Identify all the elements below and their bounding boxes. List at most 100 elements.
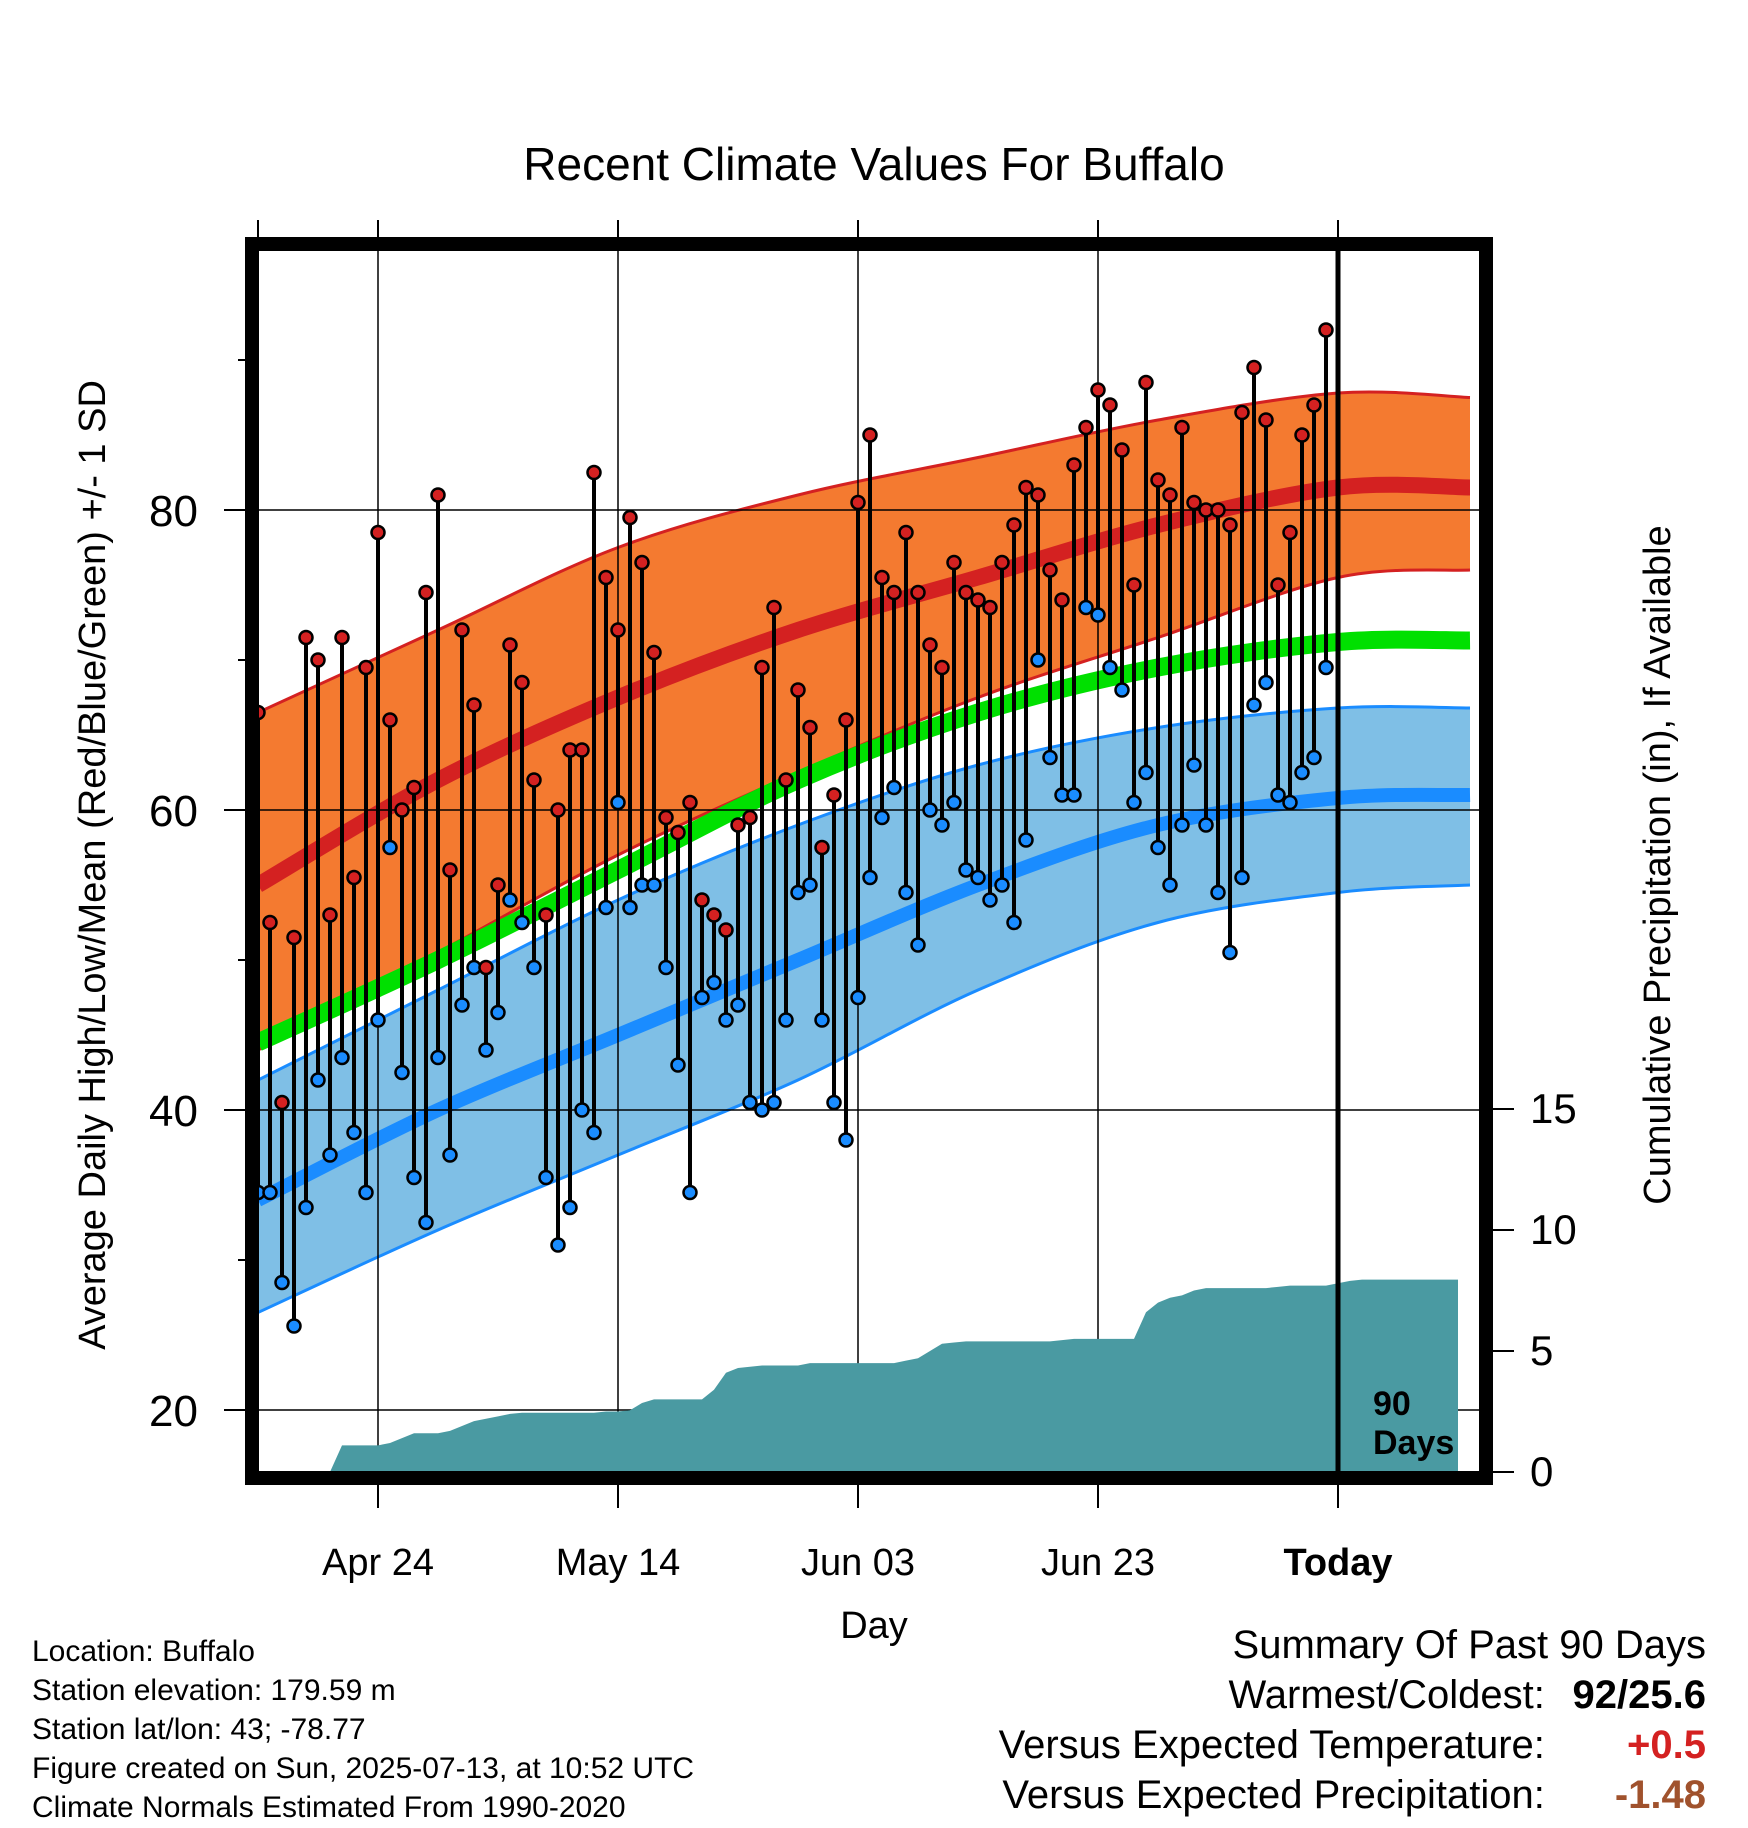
daily-high-point <box>994 554 1010 571</box>
low-sd-band <box>258 706 1470 1313</box>
daily-high-point <box>658 809 674 826</box>
daily-high-point <box>958 584 974 601</box>
daily-low-point <box>274 1274 290 1291</box>
y-tick-label: 60 <box>149 787 198 836</box>
daily-high-point <box>802 719 818 736</box>
daily-low-point <box>478 1042 494 1058</box>
daily-high-point <box>1150 472 1166 488</box>
daily-high-point <box>910 584 926 601</box>
info-location: Location: Buffalo <box>32 1635 255 1668</box>
daily-high-point <box>334 629 350 646</box>
daily-low-point <box>1258 674 1274 691</box>
daily-low-point <box>1018 832 1034 848</box>
daily-high-point <box>1138 374 1154 391</box>
daily-low-point <box>334 1049 350 1066</box>
daily-high-point <box>1090 382 1106 398</box>
daily-low-point <box>1174 817 1190 833</box>
daily-high-point <box>370 524 386 541</box>
daily-high-point <box>934 659 950 676</box>
daily-low-point <box>922 802 938 818</box>
chart-title: Recent Climate Values For Buffalo <box>523 138 1224 190</box>
daily-high-point <box>886 584 902 601</box>
daily-low-point <box>514 914 530 931</box>
daily-high-point <box>394 802 410 818</box>
daily-high-point <box>790 682 806 698</box>
high-sd-upper-line <box>258 390 1471 714</box>
daily-high-point <box>514 674 530 691</box>
daily-high-point <box>442 862 458 878</box>
daily-high-point <box>322 907 338 923</box>
daily-low-point <box>1282 794 1298 811</box>
daily-low-point <box>574 1102 590 1118</box>
daily-low-point <box>730 997 746 1013</box>
daily-low-point <box>1150 839 1166 856</box>
daily-high-point <box>478 959 494 976</box>
plot-content <box>258 250 1480 1472</box>
daily-low-point <box>778 1012 794 1028</box>
summary-title: Summary Of Past 90 Days <box>1232 1623 1706 1667</box>
daily-low-point <box>1066 787 1082 803</box>
daily-low-point <box>406 1169 422 1186</box>
daily-low-point <box>1042 749 1058 766</box>
daily-low-point <box>262 1184 278 1201</box>
daily-low-point <box>646 877 662 893</box>
plot-frame <box>245 237 1493 1485</box>
daily-high-point <box>778 772 794 788</box>
daily-low-point <box>526 959 542 976</box>
daily-high-point <box>1054 592 1070 608</box>
daily-high-point <box>1174 419 1190 436</box>
summary-panel: Summary Of Past 90 Days Warmest/Coldest:… <box>999 1620 1706 1820</box>
daily-low-point <box>706 974 722 991</box>
daily-high-point <box>598 569 614 586</box>
precip-label: Versus Expected Precipitation: <box>1002 1773 1545 1817</box>
station-info: Location: Buffalo Station elevation: 179… <box>32 1632 694 1827</box>
info-elevation: Station elevation: 179.59 m <box>32 1674 396 1707</box>
daily-low-point <box>742 1094 758 1111</box>
daily-high-point <box>670 824 686 841</box>
daily-low-point <box>370 1012 386 1028</box>
x-tick-label: Jun 23 <box>1041 1542 1155 1584</box>
daily-low-point <box>286 1318 302 1334</box>
daily-high-point <box>1294 427 1310 443</box>
daily-low-point <box>862 869 878 886</box>
daily-high-point <box>826 787 842 803</box>
daily-high-point <box>454 622 470 638</box>
daily-low-point <box>322 1147 338 1163</box>
daily-low-point <box>346 1124 362 1141</box>
info-created: Figure created on Sun, 2025-07-13, at 10… <box>32 1752 695 1785</box>
low-sd-lower-line <box>258 883 1471 1314</box>
daily-high-point <box>862 427 878 443</box>
daily-high-point <box>574 742 590 758</box>
precip-value: -1.48 <box>1614 1773 1706 1817</box>
daily-low-point <box>1006 914 1022 931</box>
daily-high-point <box>502 637 518 653</box>
daily-high-point <box>526 772 542 788</box>
y2-tick-label: 10 <box>1530 1206 1577 1253</box>
warm-cold-value: 92/25.6 <box>1572 1673 1706 1717</box>
daily-low-point <box>718 1012 734 1028</box>
daily-high-point <box>418 584 434 601</box>
daily-high-point <box>682 794 698 811</box>
daily-high-point <box>490 877 506 893</box>
daily-low-point <box>766 1094 782 1111</box>
daily-high-point <box>898 524 914 541</box>
daily-high-point <box>718 922 734 938</box>
daily-high-point <box>1102 397 1118 413</box>
summary-warm-cold-row: Warmest/Coldest: 92/25.6 <box>999 1670 1707 1720</box>
daily-low-point <box>1318 659 1334 676</box>
daily-low-point <box>802 877 818 893</box>
daily-low-point <box>1090 607 1106 623</box>
daily-low-point <box>1030 652 1046 668</box>
summary-precip-row: Versus Expected Precipitation: -1.48 <box>999 1770 1706 1820</box>
y-tick-label: 40 <box>149 1087 198 1136</box>
daily-high-point <box>1210 502 1226 518</box>
daily-high-point <box>1078 419 1094 436</box>
daily-low-point <box>562 1199 578 1216</box>
daily-high-point <box>1270 577 1286 593</box>
daily-low-point <box>850 989 866 1006</box>
daily-high-point <box>310 652 326 668</box>
daily-high-point <box>1234 404 1250 421</box>
daily-high-point <box>814 839 830 856</box>
daily-high-point <box>346 869 362 886</box>
y2-axis-label: Cumulative Precipitation (in), If Availa… <box>1637 525 1679 1204</box>
